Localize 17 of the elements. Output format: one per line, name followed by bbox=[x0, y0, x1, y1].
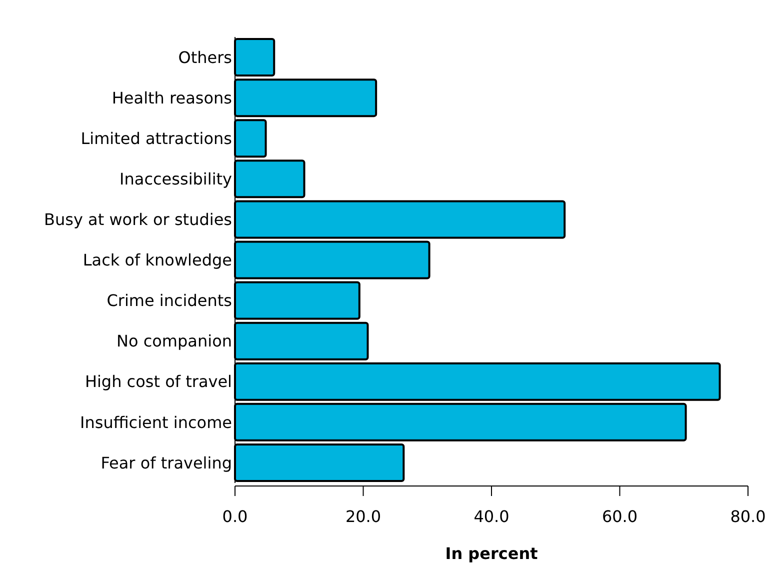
y-tick-label: Insufficient income bbox=[80, 412, 232, 432]
x-axis-title: In percent bbox=[445, 544, 538, 563]
y-tick-label: Health reasons bbox=[112, 88, 232, 108]
x-tick-label: 40.0 bbox=[474, 507, 510, 526]
x-tick-label: 60.0 bbox=[602, 507, 638, 526]
x-tick-label: 80.0 bbox=[730, 507, 766, 526]
y-tick-label: Busy at work or studies bbox=[44, 210, 232, 230]
x-tick-label: 20.0 bbox=[345, 507, 382, 526]
x-tick-label: 0.0 bbox=[222, 507, 248, 526]
y-tick-label: Crime incidents bbox=[106, 291, 232, 310]
y-tick-label: High cost of travel bbox=[84, 372, 232, 392]
y-tick-label: Lack of knowledge bbox=[82, 250, 232, 270]
y-tick-label: Others bbox=[178, 48, 232, 67]
y-tick-label: Fear of traveling bbox=[100, 453, 232, 472]
y-tick-label: No companion bbox=[116, 332, 232, 351]
y-tick-label: Limited attractions bbox=[80, 128, 232, 148]
y-tick-label: Inaccessibility bbox=[120, 170, 232, 189]
